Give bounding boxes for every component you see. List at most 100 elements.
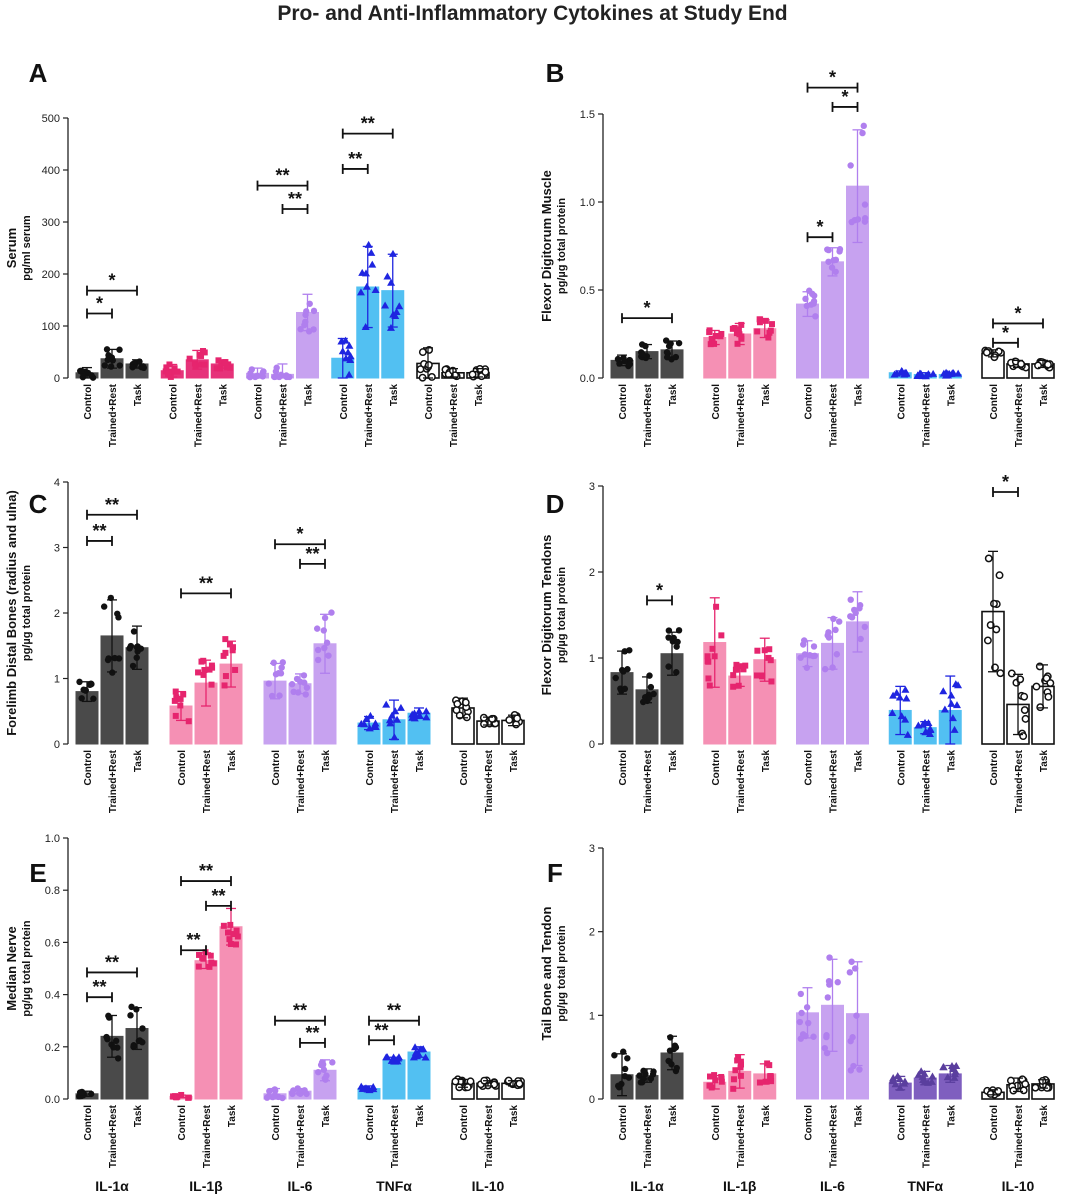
x-tick-label: Trained+Rest xyxy=(736,749,747,813)
data-point xyxy=(220,652,227,659)
y-tick-label: 3 xyxy=(589,481,595,493)
data-point xyxy=(422,713,431,721)
data-point xyxy=(821,1044,829,1052)
data-point xyxy=(383,272,392,280)
group-label: IL-6 xyxy=(288,1178,313,1194)
data-point xyxy=(811,652,818,660)
data-point xyxy=(848,218,855,226)
data-point xyxy=(650,690,657,698)
significance-bracket: * xyxy=(274,524,326,550)
y-tick-label: 0 xyxy=(54,739,60,751)
data-point xyxy=(706,682,713,689)
data-point xyxy=(733,666,740,673)
data-point xyxy=(853,1012,860,1019)
data-point xyxy=(914,1070,923,1078)
significance-label: ** xyxy=(211,886,225,906)
data-point xyxy=(185,718,192,725)
significance-label: ** xyxy=(387,1001,401,1021)
data-point xyxy=(825,258,832,265)
data-point xyxy=(272,368,280,375)
x-tick-label: Task xyxy=(946,1105,957,1127)
data-point xyxy=(823,1033,830,1041)
group-IL-1β: Control Trained+Rest Task xyxy=(703,597,777,813)
data-point xyxy=(949,1065,958,1073)
data-point xyxy=(740,666,747,673)
y-tick-label: 3 xyxy=(589,843,595,855)
y-tick-label: 0.8 xyxy=(45,885,60,897)
data-point xyxy=(310,307,318,315)
data-point xyxy=(247,370,254,377)
y-tick-label: 200 xyxy=(42,269,60,281)
data-point xyxy=(104,656,112,664)
significance-label: ** xyxy=(105,952,119,972)
x-tick-label: Trained+Rest xyxy=(296,1104,307,1168)
x-tick-label: Control xyxy=(618,750,629,786)
data-point xyxy=(801,651,809,658)
data-point xyxy=(371,719,380,727)
x-tick-label: Control xyxy=(711,750,722,786)
data-point xyxy=(733,661,740,668)
y-tick-label: 0.6 xyxy=(45,937,60,949)
data-point xyxy=(738,321,745,328)
panel-letter: A xyxy=(29,58,48,88)
x-tick-label: Trained+Rest xyxy=(829,383,840,447)
y-axis-label: Serum xyxy=(4,228,19,268)
data-point xyxy=(762,1078,769,1085)
x-tick-label: Control xyxy=(459,750,470,786)
significance-bracket: ** xyxy=(205,886,232,911)
significance-bracket: ** xyxy=(256,166,309,191)
x-tick-label: Task xyxy=(946,750,957,772)
data-point xyxy=(847,613,854,620)
data-point xyxy=(861,218,869,225)
x-tick-label: Control xyxy=(804,384,815,420)
data-point xyxy=(321,644,328,652)
data-point xyxy=(663,337,670,344)
data-point xyxy=(371,285,380,293)
data-point xyxy=(361,322,370,330)
data-point xyxy=(984,554,993,563)
group-TNFα: Control Trained+Rest Task xyxy=(888,367,963,447)
data-point xyxy=(185,1094,192,1101)
data-point xyxy=(824,994,831,1001)
data-point xyxy=(834,979,841,986)
significance-bracket: ** xyxy=(86,977,113,1003)
group-label: IL-10 xyxy=(472,1178,505,1194)
panel-B: B 0.0 0.5 1.0 1.5 Flexor Digitorum Muscle pg/µ… xyxy=(539,58,1055,447)
data-point xyxy=(279,659,287,666)
significance-bracket: * xyxy=(621,298,673,324)
data-point xyxy=(920,1069,929,1077)
bar xyxy=(194,960,218,1100)
group-IL-10: Control Trained+Rest Task xyxy=(416,345,490,447)
data-point xyxy=(231,931,238,938)
data-point xyxy=(846,969,854,976)
significance-bracket: ** xyxy=(368,1001,420,1026)
data-point xyxy=(232,666,239,673)
data-point xyxy=(126,645,133,652)
group-IL-6: Control Trained+Rest Task xyxy=(796,591,869,813)
data-point xyxy=(201,667,208,674)
data-point xyxy=(341,354,350,362)
data-point xyxy=(753,672,760,679)
group-IL-10: Control Trained+Rest Task IL-10 xyxy=(981,1075,1055,1194)
data-point xyxy=(222,359,229,366)
data-point xyxy=(767,327,774,334)
data-point xyxy=(847,596,854,603)
y-tick-label: 0 xyxy=(589,1094,595,1106)
y-tick-label: 400 xyxy=(42,165,60,177)
x-tick-label: Trained+Rest xyxy=(1014,749,1025,813)
data-point xyxy=(313,625,321,632)
data-point xyxy=(163,364,170,371)
panel-C: C 0 1 2 3 4 Forelimb Distal Bones (radius and … xyxy=(4,477,525,813)
x-tick-label: Trained+Rest xyxy=(736,383,747,447)
panel-F: F 0 1 2 3 Tail Bone and Tendon pg/µg total pro… xyxy=(539,843,1055,1194)
x-tick-label: Control xyxy=(254,384,265,420)
data-point xyxy=(195,669,202,676)
data-point xyxy=(990,599,998,608)
significance-label: ** xyxy=(293,1001,307,1021)
data-point xyxy=(229,644,236,651)
x-tick-label: Task xyxy=(668,384,679,406)
data-point xyxy=(939,1063,948,1071)
data-point xyxy=(226,641,233,648)
x-tick-label: Trained+Rest xyxy=(643,749,654,813)
significance-label: ** xyxy=(199,573,213,593)
